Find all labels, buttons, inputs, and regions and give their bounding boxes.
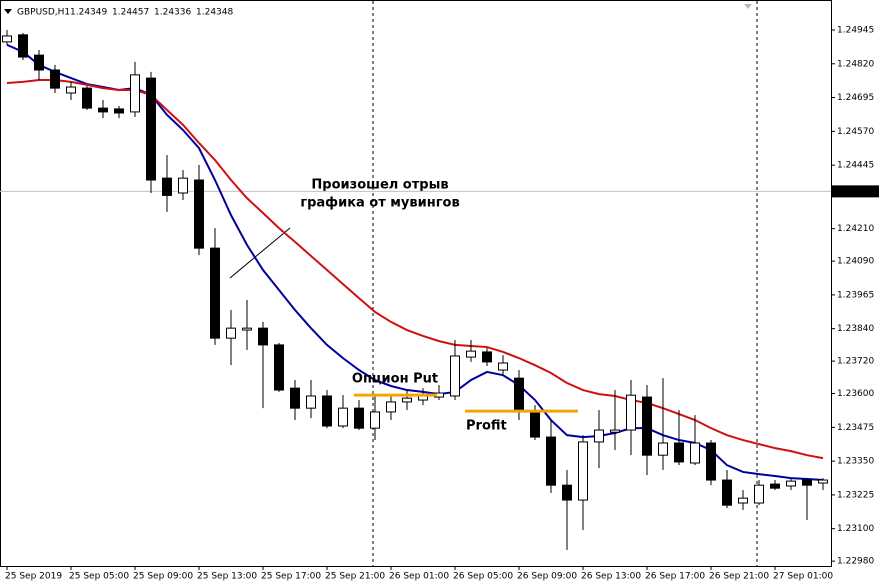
x-tick-label: 26 Sep 21:00 xyxy=(709,572,769,582)
y-tick-label: 1.23600 xyxy=(837,389,874,399)
candle-body xyxy=(226,327,236,339)
y-tick-label: 1.23100 xyxy=(837,524,874,534)
candle-body xyxy=(146,77,156,181)
candle-body xyxy=(754,484,764,504)
candle-body xyxy=(402,397,412,403)
candle-body xyxy=(130,74,140,113)
y-tick-label: 1.23225 xyxy=(837,490,874,500)
candle-body xyxy=(50,69,60,89)
y-tick-label: 1.24210 xyxy=(837,224,874,234)
x-tick-label: 25 Sep 13:00 xyxy=(197,572,257,582)
x-tick-label: 27 Sep 01:00 xyxy=(773,572,833,582)
candle-body xyxy=(658,442,668,456)
candle-body xyxy=(786,480,796,487)
candle-body xyxy=(82,87,92,109)
candle-body xyxy=(386,401,396,413)
candle-body xyxy=(370,411,380,429)
candle-body xyxy=(562,484,572,501)
candle-body xyxy=(546,436,556,486)
x-tick-label: 25 Sep 2019 xyxy=(5,572,62,582)
level-label: Profit xyxy=(466,419,507,434)
candle-body xyxy=(322,395,332,427)
y-tick-label: 1.24090 xyxy=(837,257,874,267)
candle-body xyxy=(626,394,636,431)
candle-body xyxy=(210,247,220,339)
annotation-pointer xyxy=(229,227,291,279)
header-value: 1.24349 xyxy=(70,8,107,18)
candle-body xyxy=(450,355,460,397)
candle-body xyxy=(466,350,476,358)
candle-body xyxy=(194,179,204,249)
x-tick-label: 25 Sep 09:00 xyxy=(133,572,193,582)
x-tick-label: 26 Sep 09:00 xyxy=(517,572,577,582)
y-tick-label: 1.24820 xyxy=(837,59,874,69)
scroll-marker xyxy=(744,4,752,9)
candle-body xyxy=(354,407,364,429)
candle-body xyxy=(674,442,684,463)
annotation: графика от мувингов xyxy=(300,196,459,211)
x-tick-label: 26 Sep 01:00 xyxy=(389,572,449,582)
candle-body xyxy=(770,483,780,489)
candle-body xyxy=(530,411,540,438)
y-tick-label: 1.23840 xyxy=(837,324,874,334)
candle-body xyxy=(66,86,76,94)
y-tick-label: 1.23720 xyxy=(837,357,874,367)
y-tick-label: 1.24445 xyxy=(837,161,874,171)
y-tick-label: 1.24570 xyxy=(837,127,874,137)
candle-body xyxy=(162,177,172,196)
candle-body xyxy=(514,377,524,413)
candle-body xyxy=(34,54,44,71)
candle-body xyxy=(306,395,316,409)
y-tick-label: 1.23350 xyxy=(837,457,874,467)
candle-body xyxy=(98,107,108,113)
candle-body xyxy=(290,387,300,409)
candle-body xyxy=(274,344,284,391)
x-tick-label: 26 Sep 17:00 xyxy=(645,572,705,582)
candle-body xyxy=(258,327,268,346)
current-price-label: 1.24348 xyxy=(837,187,874,197)
x-tick-label: 26 Sep 13:00 xyxy=(581,572,641,582)
candle-body xyxy=(738,497,748,504)
candle-body xyxy=(482,351,492,363)
header-value: 1.24457 xyxy=(112,8,149,18)
candle-body xyxy=(338,407,348,427)
candle-body xyxy=(706,442,716,481)
candle-body xyxy=(802,479,812,486)
candle-body xyxy=(178,177,188,194)
candle-body xyxy=(610,429,620,433)
candle-body xyxy=(114,108,124,114)
x-tick-label: 25 Sep 21:00 xyxy=(325,572,385,582)
candle-body xyxy=(242,327,252,331)
current-price-box xyxy=(832,185,879,198)
y-tick-label: 1.24695 xyxy=(837,93,874,103)
candle-body xyxy=(818,479,828,484)
y-tick-label: 1.22980 xyxy=(837,557,874,567)
candle-body xyxy=(722,479,732,506)
candle-body xyxy=(498,362,508,371)
candle-body xyxy=(578,441,588,501)
plot-frame xyxy=(0,0,832,567)
candle-body xyxy=(690,442,700,464)
y-tick-label: 1.24945 xyxy=(837,26,874,36)
candle-body xyxy=(642,396,652,456)
x-tick-label: 25 Sep 17:00 xyxy=(261,572,321,582)
level-label: Опцион Put xyxy=(352,372,438,387)
header-value: 1.24348 xyxy=(196,8,233,18)
y-tick-label: 1.23475 xyxy=(837,423,874,433)
header-value: 1.24336 xyxy=(154,8,191,18)
moving-average xyxy=(6,79,824,460)
candle-body xyxy=(2,35,12,43)
annotation: Произошел отрыв xyxy=(311,178,448,193)
y-tick-label: 1.23965 xyxy=(837,290,874,300)
candle-body xyxy=(594,429,604,443)
candle-body xyxy=(18,34,28,58)
menu-arrow[interactable] xyxy=(4,9,12,14)
x-tick-label: 25 Sep 05:00 xyxy=(69,572,129,582)
x-tick-label: 26 Sep 05:00 xyxy=(453,572,513,582)
symbol: GBPUSD,H1 xyxy=(17,8,70,18)
